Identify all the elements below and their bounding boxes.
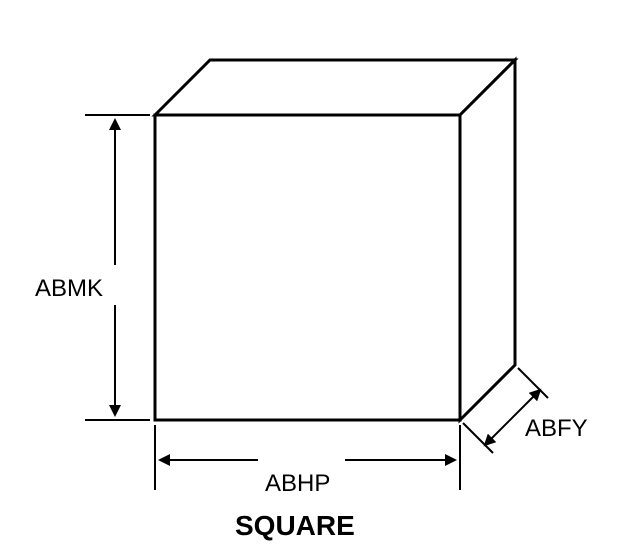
box-right-face — [460, 60, 515, 420]
technical-diagram: ABMK ABHP ABFY SQUARE — [0, 0, 639, 554]
box-top-face — [155, 60, 515, 115]
width-label: ABHP — [265, 470, 330, 498]
height-label: ABMK — [35, 275, 103, 303]
depth-ext-front — [463, 423, 493, 453]
box-front-face — [155, 115, 460, 420]
depth-ext-back — [518, 368, 548, 398]
depth-label: ABFY — [525, 415, 588, 443]
diagram-title: SQUARE — [235, 510, 355, 542]
